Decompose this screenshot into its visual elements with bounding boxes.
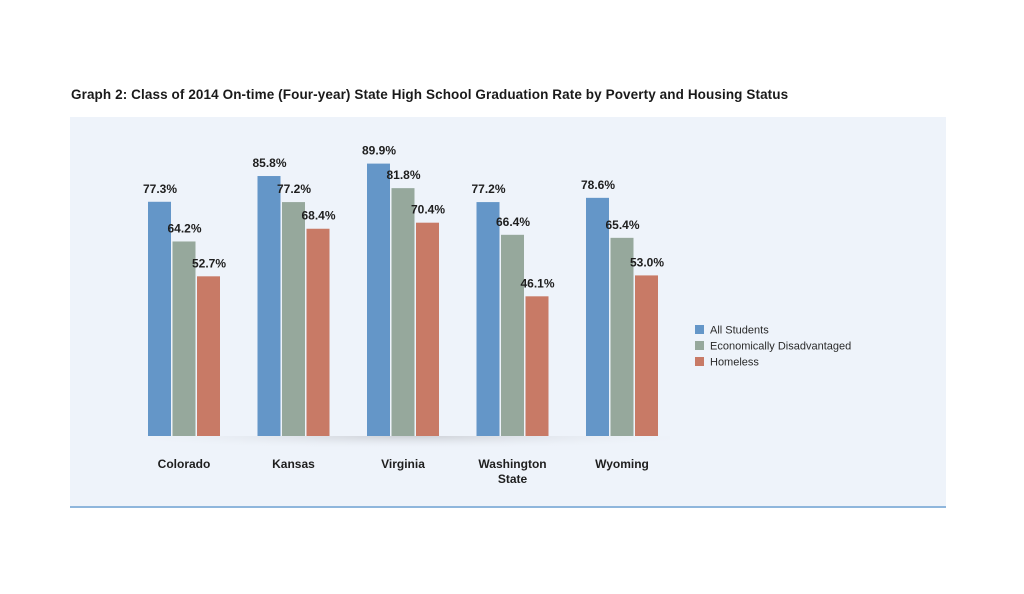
value-label: 77.3%	[143, 182, 177, 196]
legend-label: Economically Disadvantaged	[710, 341, 851, 353]
category-label: State	[498, 472, 528, 486]
bar-homeless-4	[635, 275, 658, 436]
value-label: 52.7%	[192, 256, 226, 270]
baseline-shadow	[150, 436, 670, 458]
bar-homeless-2	[416, 222, 439, 436]
value-label: 64.2%	[168, 221, 202, 235]
value-labels-layer: 77.3% 64.2% 52.7% 85.8% 77.2% 68.4% 89.9% 81.8%…	[143, 144, 664, 291]
legend-label: All Students	[710, 325, 769, 337]
bar-homeless-0	[197, 276, 220, 436]
legend-swatch-all-students	[695, 325, 704, 334]
category-label: Virginia	[381, 457, 425, 471]
bar-all-students-2	[367, 163, 390, 436]
bar-all-students-4	[586, 197, 609, 436]
value-label: 89.9%	[362, 144, 396, 158]
bar-economically-disadvantaged-0	[172, 241, 196, 436]
value-label: 53.0%	[630, 255, 664, 269]
value-label: 77.2%	[277, 182, 311, 196]
value-label: 66.4%	[496, 215, 530, 229]
value-label: 68.4%	[302, 209, 336, 223]
bar-all-students-1	[257, 176, 281, 436]
category-label: Kansas	[272, 457, 315, 471]
value-label: 65.4%	[606, 218, 640, 232]
value-label: 77.2%	[472, 182, 506, 196]
legend-swatch-economically-disadvantaged	[695, 341, 704, 350]
chart-title: Graph 2: Class of 2014 On-time (Four-yea…	[71, 87, 789, 102]
value-label: 81.8%	[387, 168, 421, 182]
bar-homeless-3	[525, 296, 549, 436]
value-label: 70.4%	[411, 203, 445, 217]
legend: All Students Economically Disadvantaged Ho…	[695, 325, 851, 369]
legend-swatch-homeless	[695, 357, 704, 366]
bar-homeless-1	[306, 228, 330, 436]
value-label: 78.6%	[581, 178, 615, 192]
category-label: Washington	[478, 457, 546, 471]
bar-economically-disadvantaged-1	[282, 202, 305, 436]
bar-all-students-0	[148, 201, 171, 436]
legend-label: Homeless	[710, 357, 759, 369]
category-label: Colorado	[158, 457, 211, 471]
category-label: Wyoming	[595, 457, 649, 471]
bars-layer	[148, 163, 658, 436]
value-label: 46.1%	[521, 276, 555, 290]
bar-economically-disadvantaged-3	[501, 234, 524, 436]
bar-economically-disadvantaged-2	[391, 188, 415, 436]
bar-all-students-3	[476, 202, 500, 436]
bar-economically-disadvantaged-4	[610, 237, 634, 436]
value-label: 85.8%	[253, 156, 287, 170]
